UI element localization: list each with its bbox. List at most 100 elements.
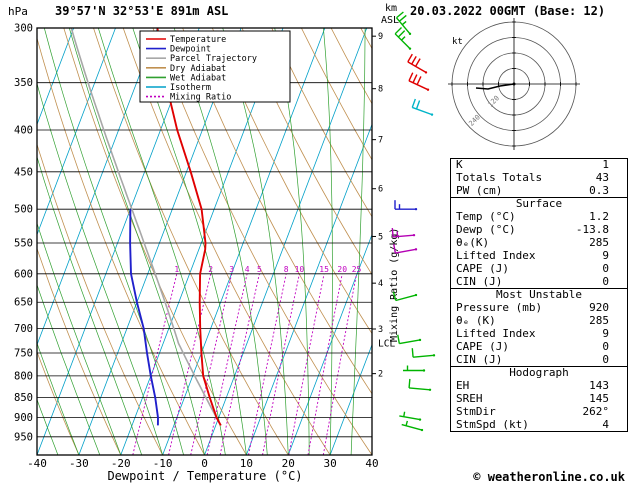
stat-value: 0.3 xyxy=(589,183,609,197)
pressure-tick-label: 350 xyxy=(14,77,33,89)
stat-row: Temp (°C) 1.2 xyxy=(451,211,628,224)
mixing-ratio-line xyxy=(206,273,248,455)
hodograph-ring-label: 120 xyxy=(486,94,501,109)
stat-row: SREH 145 xyxy=(451,393,628,406)
mixing-ratio-line xyxy=(132,273,178,455)
legend-label: Dewpoint xyxy=(170,45,211,55)
stat-section-title: Most Unstable xyxy=(450,288,628,302)
stat-value: 262° xyxy=(582,405,610,418)
stat-row: StmSpd (kt) 4 xyxy=(451,417,628,432)
legend-label: Dry Adiabat xyxy=(170,64,226,74)
dry-adiabat-line xyxy=(241,28,372,276)
mixing-ratio-value-label: 4 xyxy=(245,265,250,274)
stat-label: Lifted Index xyxy=(456,327,536,340)
stat-value: 4 xyxy=(602,417,609,431)
legend-label: Parcel Trajectory xyxy=(170,54,257,64)
km-tick-label: 8 xyxy=(378,85,383,95)
stat-row: CIN (J) 0 xyxy=(451,274,628,289)
isotherm-line xyxy=(37,28,158,346)
km-tick-label: 5 xyxy=(378,232,383,242)
km-tick-label: 7 xyxy=(378,136,383,146)
stat-value: 285 xyxy=(589,314,609,327)
pressure-tick-label: 300 xyxy=(14,23,33,35)
wind-barb xyxy=(394,200,418,211)
km-tick-label: 9 xyxy=(378,32,383,42)
stat-row: θₑ (K) 285 xyxy=(451,315,628,328)
wind-barb xyxy=(393,244,418,254)
stat-row: PW (cm) 0.3 xyxy=(451,183,628,198)
stat-value: 0 xyxy=(602,340,609,353)
temperature-tick-label: -30 xyxy=(69,457,89,470)
pressure-tick-label: 500 xyxy=(14,204,33,216)
hodograph-unit-label: kt xyxy=(452,37,463,47)
legend-box xyxy=(139,30,291,103)
dry-adiabat-line xyxy=(301,28,372,161)
mixing-ratio-line xyxy=(322,273,358,455)
mixing-ratio-value-label: 5 xyxy=(257,265,262,274)
stat-value: 1.2 xyxy=(589,210,609,223)
temperature-tick-label: 40 xyxy=(365,457,378,470)
station-title: 39°57'N 32°53'E 891m ASL xyxy=(55,4,229,18)
dry-adiabat-line xyxy=(360,28,372,50)
stat-label: StmDir xyxy=(456,405,496,418)
stat-label: Pressure (mb) xyxy=(456,301,543,314)
mixing-ratio-value-label: 2 xyxy=(208,265,213,274)
stat-section-title: Surface xyxy=(450,197,628,211)
stat-value: 9 xyxy=(602,249,609,262)
mixing-ratio-line xyxy=(219,273,260,455)
temperature-tick-label: -10 xyxy=(153,457,173,470)
stats-panel: K 1 Totals Totals 43 PW (cm) 0.3 Surface Temp (… xyxy=(450,158,628,432)
wet-adiabat-line xyxy=(37,342,80,455)
pressure-tick-label: 750 xyxy=(14,347,33,359)
pressure-tick-label: 950 xyxy=(14,431,33,443)
stat-row: Dewp (°C) -13.8 xyxy=(451,224,628,237)
stat-label: θₑ (K) xyxy=(456,314,496,327)
km-tick-label: 3 xyxy=(378,325,383,335)
stat-section-title: Hodograph xyxy=(450,366,628,380)
stat-label: Dewp (°C) xyxy=(456,223,516,236)
stat-label: K xyxy=(456,158,463,172)
stat-value: 1 xyxy=(602,158,609,172)
mixing-ratio-axis-label: Mixing Ratio (g/kg) xyxy=(389,228,400,342)
pressure-tick-label: 900 xyxy=(14,412,33,424)
wind-barb xyxy=(399,411,422,421)
isotherm-line xyxy=(162,28,326,455)
wind-barb xyxy=(397,334,422,345)
pressure-tick-label: 400 xyxy=(14,125,33,137)
stat-value: 0 xyxy=(602,274,609,288)
stat-row: Pressure (mb) 920 xyxy=(451,302,628,315)
stat-value: 920 xyxy=(589,301,609,314)
pressure-tick-label: 600 xyxy=(14,268,33,280)
mixing-ratio-value-label: 25 xyxy=(352,265,362,274)
wind-barb xyxy=(411,348,436,358)
temperature-tick-label: 20 xyxy=(282,457,295,470)
plot-border xyxy=(36,27,373,456)
stat-value: 9 xyxy=(602,327,609,340)
dry-adiabat-line xyxy=(271,28,372,218)
stat-value: -13.8 xyxy=(575,223,609,236)
stat-label: CIN (J) xyxy=(456,274,503,288)
stat-value: 0 xyxy=(602,352,609,366)
dry-adiabat-line xyxy=(37,350,80,455)
pressure-tick-label: 700 xyxy=(14,323,33,335)
skewt-chart: 1 2 3 4 5 8 10 15 20 2530035040045050055060065070… xyxy=(14,11,436,470)
wet-adiabat-line xyxy=(350,28,366,455)
altitude-axis-unit-asl: ASL xyxy=(381,15,400,26)
stat-row: CAPE (J) 0 xyxy=(451,263,628,276)
stat-label: Lifted Index xyxy=(456,249,536,262)
km-tick-label: 2 xyxy=(378,370,383,380)
stat-section-header: Most Unstable xyxy=(450,288,628,302)
mixing-ratio-value-label: 10 xyxy=(295,265,305,274)
stat-value: 285 xyxy=(589,236,609,249)
stat-label: CAPE (J) xyxy=(456,262,509,275)
stat-section-header: Surface xyxy=(450,197,628,211)
wind-barb xyxy=(408,72,430,91)
stat-row: StmDir 262° xyxy=(451,406,628,419)
mixing-ratio-value-label: 1 xyxy=(174,265,179,274)
temperature-tick-label: 0 xyxy=(201,457,208,470)
stat-value: 145 xyxy=(589,392,609,405)
pressure-tick-label: 550 xyxy=(14,237,33,249)
